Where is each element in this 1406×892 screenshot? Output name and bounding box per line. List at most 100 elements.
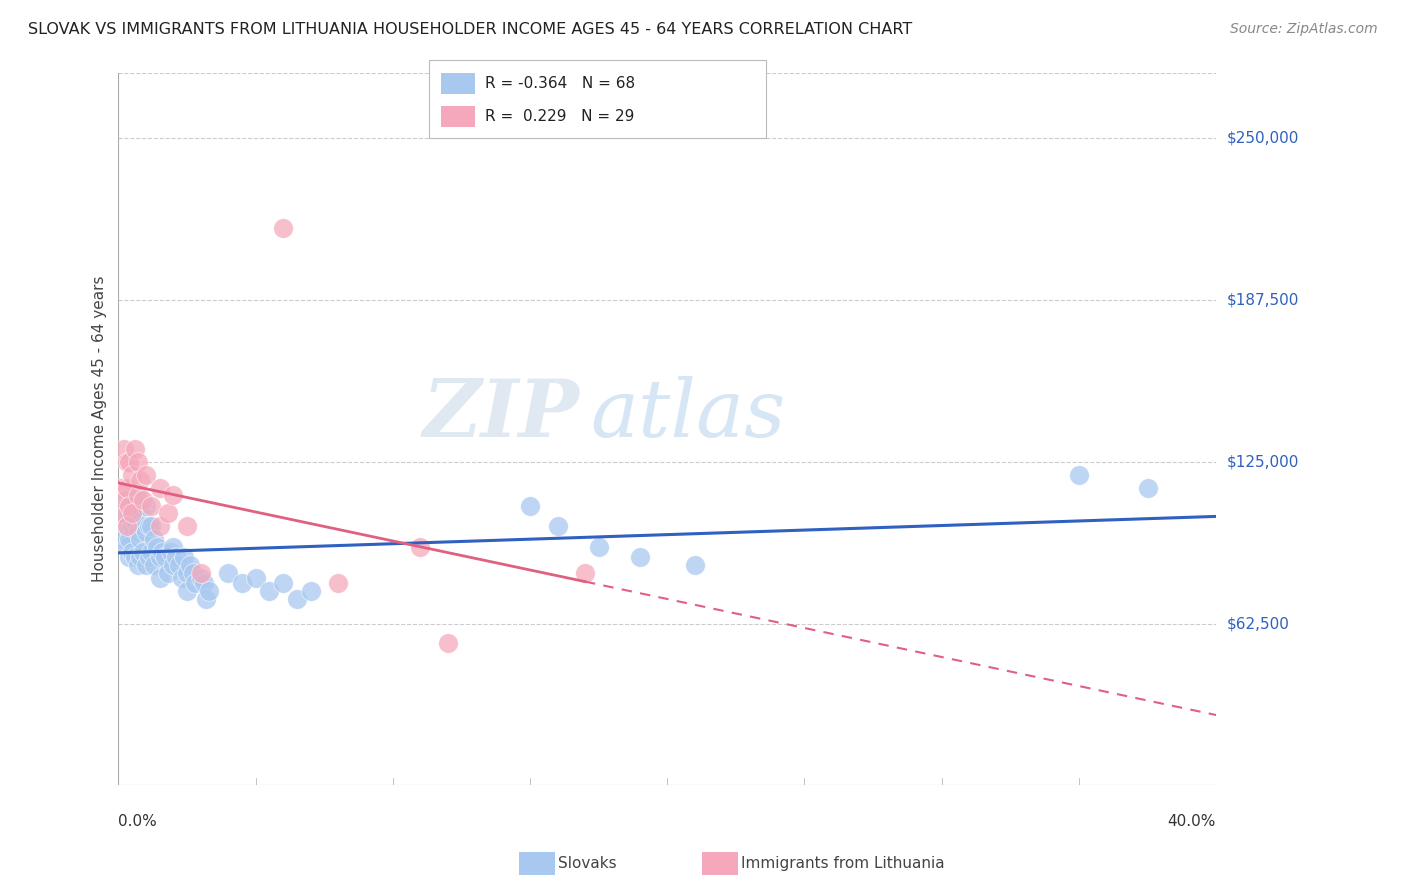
Text: atlas: atlas: [591, 376, 786, 454]
Point: [162, 488, 184, 502]
Point: [115, 519, 138, 533]
Point: [141, 519, 163, 533]
Text: ZIP: ZIP: [423, 376, 579, 454]
Point: [162, 558, 184, 573]
Point: [1136, 481, 1159, 495]
Point: [217, 566, 239, 580]
Point: [195, 591, 218, 606]
Point: [271, 576, 294, 591]
Point: [127, 454, 149, 468]
Text: Immigrants from Lithuania: Immigrants from Lithuania: [741, 856, 945, 871]
Point: [110, 507, 132, 521]
Point: [628, 550, 651, 565]
Text: $250,000: $250,000: [1227, 130, 1299, 145]
Point: [135, 558, 157, 573]
Point: [146, 540, 169, 554]
Point: [124, 488, 146, 502]
Point: [519, 499, 541, 513]
Point: [574, 566, 596, 580]
Point: [118, 499, 141, 513]
Point: [198, 584, 221, 599]
Point: [245, 571, 267, 585]
Point: [127, 488, 149, 502]
Point: [112, 493, 135, 508]
Point: [181, 566, 204, 580]
Point: [112, 442, 135, 456]
Point: [409, 540, 432, 554]
Point: [231, 576, 253, 591]
Text: Source: ZipAtlas.com: Source: ZipAtlas.com: [1230, 22, 1378, 37]
Y-axis label: Householder Income Ages 45 - 64 years: Householder Income Ages 45 - 64 years: [93, 276, 107, 582]
Point: [179, 558, 201, 573]
Point: [121, 467, 143, 482]
Point: [129, 507, 152, 521]
Point: [118, 454, 141, 468]
Point: [112, 493, 135, 508]
Point: [118, 533, 141, 547]
Point: [271, 221, 294, 235]
Point: [190, 571, 212, 585]
Point: [156, 566, 179, 580]
Text: $125,000: $125,000: [1227, 454, 1299, 469]
Point: [132, 519, 155, 533]
Point: [588, 540, 610, 554]
Point: [121, 545, 143, 559]
Point: [150, 545, 173, 559]
Point: [165, 550, 187, 565]
Point: [124, 442, 146, 456]
Point: [115, 499, 138, 513]
Point: [127, 558, 149, 573]
Point: [547, 519, 569, 533]
Point: [127, 499, 149, 513]
Point: [132, 493, 155, 508]
Point: [110, 481, 132, 495]
Text: R =  0.229   N = 29: R = 0.229 N = 29: [485, 109, 634, 124]
Point: [115, 519, 138, 533]
Point: [436, 636, 458, 650]
Text: SLOVAK VS IMMIGRANTS FROM LITHUANIA HOUSEHOLDER INCOME AGES 45 - 64 YEARS CORREL: SLOVAK VS IMMIGRANTS FROM LITHUANIA HOUS…: [28, 22, 912, 37]
Point: [190, 566, 212, 580]
Point: [683, 558, 706, 573]
Text: R = -0.364   N = 68: R = -0.364 N = 68: [485, 76, 636, 91]
Point: [127, 524, 149, 539]
Point: [176, 566, 198, 580]
Point: [135, 467, 157, 482]
Point: [129, 533, 152, 547]
Point: [143, 533, 166, 547]
Point: [299, 584, 322, 599]
Point: [124, 550, 146, 565]
Point: [156, 507, 179, 521]
Point: [184, 576, 207, 591]
Point: [1067, 467, 1090, 482]
Text: 0.0%: 0.0%: [118, 814, 157, 829]
Point: [167, 558, 190, 573]
Point: [170, 571, 193, 585]
Point: [129, 473, 152, 487]
Point: [132, 545, 155, 559]
Point: [112, 533, 135, 547]
Point: [129, 550, 152, 565]
Point: [115, 540, 138, 554]
Text: $62,500: $62,500: [1227, 616, 1291, 631]
Point: [149, 481, 172, 495]
Point: [135, 524, 157, 539]
Point: [285, 591, 308, 606]
Point: [118, 507, 141, 521]
Point: [149, 550, 172, 565]
Point: [176, 519, 198, 533]
Point: [121, 493, 143, 508]
Point: [193, 576, 215, 591]
Point: [138, 519, 160, 533]
Text: Slovaks: Slovaks: [558, 856, 617, 871]
Text: 40.0%: 40.0%: [1168, 814, 1216, 829]
Point: [143, 558, 166, 573]
Point: [149, 571, 172, 585]
Point: [162, 540, 184, 554]
Point: [149, 519, 172, 533]
Point: [121, 519, 143, 533]
Point: [153, 550, 176, 565]
Point: [173, 550, 195, 565]
Point: [115, 481, 138, 495]
Point: [159, 545, 181, 559]
Point: [115, 454, 138, 468]
